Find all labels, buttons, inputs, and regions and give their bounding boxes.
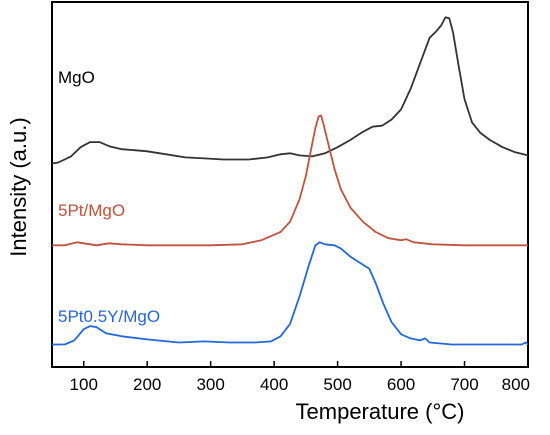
series-labels: MgO 5Pt/MgO 5Pt0.5Y/MgO (58, 68, 160, 326)
series-label: MgO (58, 68, 95, 87)
series-label: 5Pt0.5Y/MgO (58, 307, 160, 326)
x-tick-label: 600 (387, 375, 415, 394)
x-axis-ticks: 100 200 300 400 500 600 700 800 (70, 361, 530, 394)
y-axis-title: Intensity (a.u.) (6, 117, 31, 256)
x-tick-label: 100 (70, 375, 98, 394)
x-tick-label: 400 (260, 375, 288, 394)
x-tick-label: 700 (450, 375, 478, 394)
series-lines (51, 16, 529, 346)
x-axis-title: Temperature (°C) (296, 399, 465, 424)
x-tick-label: 800 (502, 375, 530, 394)
series-label: 5Pt/MgO (58, 201, 125, 220)
x-tick-label: 500 (323, 375, 351, 394)
series-line-5pt-mgo (52, 114, 528, 247)
x-tick-label: 300 (196, 375, 224, 394)
series-line-5pt0-5y-mgo (52, 241, 529, 346)
plot-frame (51, 1, 529, 368)
x-tick-label: 200 (133, 375, 161, 394)
series-line-mgo (51, 16, 529, 165)
